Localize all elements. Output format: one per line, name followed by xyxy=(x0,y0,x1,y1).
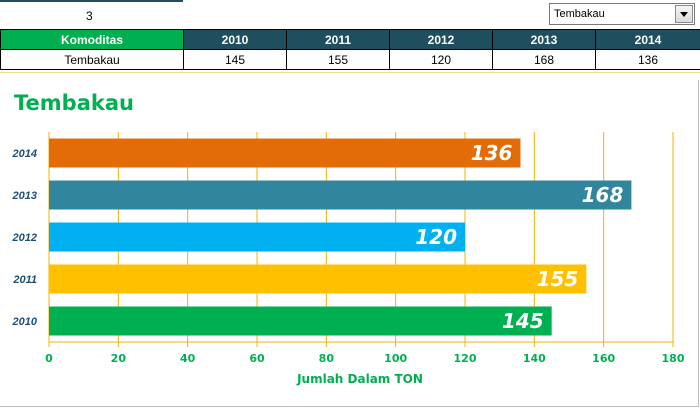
index-cell[interactable]: 3 xyxy=(86,9,93,23)
data-label: 120 xyxy=(415,225,457,249)
bar xyxy=(49,180,632,210)
table-header-row: Komoditas 2010 2011 2012 2013 2014 xyxy=(0,29,700,50)
data-label: 155 xyxy=(537,267,579,291)
x-axis-label: Jumlah Dalam TON xyxy=(297,372,423,386)
table-cell[interactable]: 145 xyxy=(183,49,287,70)
table-row: Tembakau 145 155 120 168 136 xyxy=(0,49,700,70)
data-label: 168 xyxy=(582,183,624,207)
bar xyxy=(49,138,521,168)
commodity-dropdown[interactable]: Tembakau xyxy=(549,3,695,25)
x-tick-label: 160 xyxy=(592,352,615,365)
x-tick-label: 0 xyxy=(45,352,53,365)
bar xyxy=(49,264,587,294)
x-tick-label: 60 xyxy=(249,352,265,365)
dropdown-arrow-button[interactable] xyxy=(675,5,693,23)
x-tick-label: 180 xyxy=(662,352,685,365)
x-tick-label: 120 xyxy=(454,352,477,365)
category-label: 2011 xyxy=(12,274,37,286)
x-tick-label: 80 xyxy=(319,352,335,365)
column-header: 2013 xyxy=(492,29,596,50)
column-header: 2011 xyxy=(286,29,390,50)
dropdown-value: Tembakau xyxy=(554,8,605,20)
x-tick-label: 20 xyxy=(111,352,127,365)
category-label: 2012 xyxy=(12,232,37,244)
column-header: 2010 xyxy=(183,29,287,50)
column-header: Komoditas xyxy=(0,29,184,50)
bar xyxy=(49,306,552,336)
divider xyxy=(0,72,700,73)
chart-frame[interactable] xyxy=(0,80,699,407)
table-cell[interactable]: 120 xyxy=(389,49,493,70)
chevron-down-icon xyxy=(680,12,688,17)
data-label: 136 xyxy=(471,141,513,165)
x-tick-label: 40 xyxy=(180,352,196,365)
table-cell[interactable]: Tembakau xyxy=(0,49,184,70)
table-cell[interactable]: 155 xyxy=(286,49,390,70)
bar xyxy=(49,222,465,252)
chart-title: Tembakau xyxy=(14,91,134,115)
category-label: 2014 xyxy=(12,148,37,160)
x-tick-label: 100 xyxy=(384,352,407,365)
header-accent xyxy=(0,0,183,2)
commodity-table: Komoditas 2010 2011 2012 2013 2014 Temba… xyxy=(0,29,700,70)
sheet-top-bar: 3 Tembakau xyxy=(0,0,700,30)
column-header: 2012 xyxy=(389,29,493,50)
x-tick-label: 140 xyxy=(523,352,546,365)
data-label: 145 xyxy=(502,309,544,333)
category-label: 2010 xyxy=(12,316,38,328)
category-label: 2013 xyxy=(12,190,37,202)
table-cell[interactable]: 168 xyxy=(492,49,596,70)
